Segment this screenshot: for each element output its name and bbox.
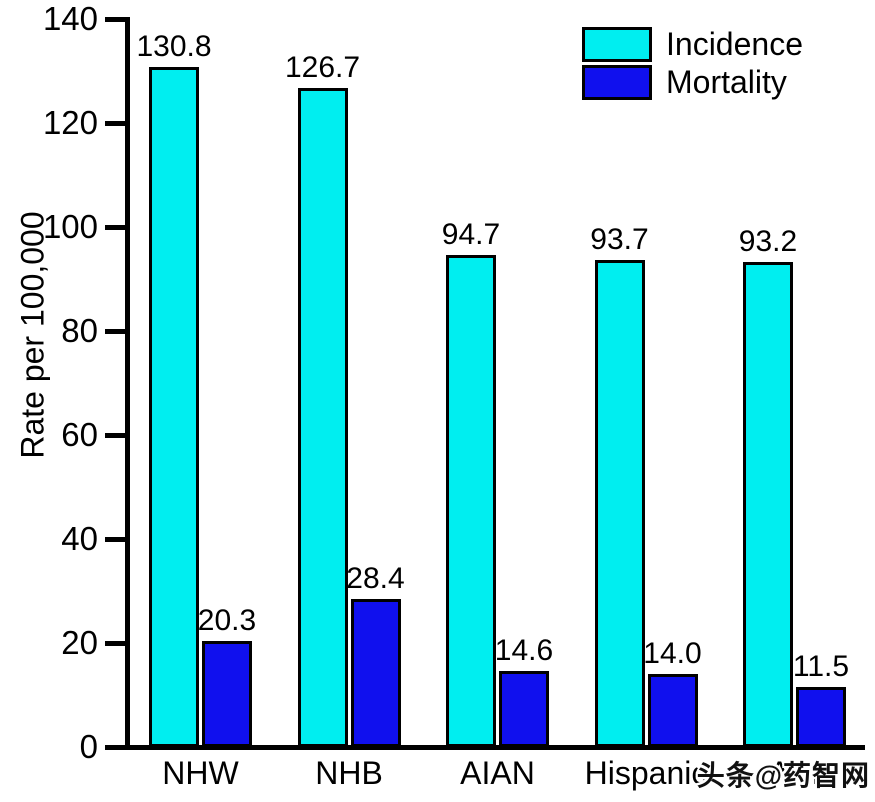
value-label-incidence-hispanic: 93.7 — [590, 222, 649, 256]
y-tick-mark — [105, 536, 125, 542]
bar-mortality-aian — [499, 671, 549, 747]
y-tick-label: 40 — [61, 520, 98, 557]
legend-label-mortality: Mortality — [666, 64, 787, 100]
value-label-mortality-nhw: 20.3 — [197, 604, 257, 638]
y-tick-mark — [105, 640, 125, 646]
y-tick-label: 140 — [42, 0, 98, 37]
y-tick-mark — [105, 16, 125, 22]
bar-incidence-aian — [446, 254, 496, 747]
mortality-swatch-icon — [582, 65, 652, 100]
bar-incidence-nhw — [149, 66, 199, 747]
legend-item-mortality: Mortality — [582, 65, 803, 100]
y-tick-mark — [105, 432, 125, 438]
x-label-nhw: NHW — [162, 755, 239, 791]
bar-mortality-nhw — [202, 641, 252, 747]
y-tick-label: 0 — [79, 728, 98, 765]
legend: Incidence Mortality — [582, 27, 803, 103]
bar-incidence-hispanic — [594, 259, 645, 747]
y-tick-label: 120 — [42, 104, 98, 141]
bar-mortality-nhb — [350, 599, 401, 747]
legend-label-incidence: Incidence — [666, 26, 803, 62]
value-label-mortality-aian: 14.6 — [494, 634, 554, 668]
y-axis-line — [125, 17, 130, 750]
value-label-incidence-aian: 94.7 — [441, 217, 501, 251]
y-tick-mark — [105, 328, 125, 334]
watermark: 头条@药智网 — [696, 760, 870, 791]
y-tick-label: 100 — [42, 208, 98, 245]
bar-mortality-hispanic — [647, 674, 698, 747]
bar-incidence-nhb — [297, 88, 348, 747]
y-tick-mark — [105, 224, 125, 230]
bar-mortality-api — [796, 687, 846, 747]
value-label-mortality-api: 11.5 — [792, 650, 850, 684]
y-tick-label: 80 — [61, 312, 98, 349]
y-tick-label: 60 — [61, 416, 98, 453]
value-label-incidence-api: 93.2 — [738, 225, 798, 259]
y-tick-label: 20 — [61, 624, 98, 661]
legend-item-incidence: Incidence — [582, 27, 803, 62]
bar-incidence-api — [743, 262, 793, 747]
x-label-aian: AIAN — [460, 755, 535, 791]
x-label-hispanic: Hispanic — [584, 755, 708, 791]
x-label-nhb: NHB — [315, 755, 383, 791]
value-label-incidence-nhb: 126.7 — [284, 51, 361, 85]
value-label-incidence-nhw: 130.8 — [136, 29, 212, 63]
x-label-api: API — [768, 755, 821, 791]
x-axis-line — [105, 745, 865, 750]
value-label-mortality-hispanic: 14.0 — [643, 637, 702, 671]
y-tick-mark — [105, 120, 125, 126]
incidence-swatch-icon — [582, 27, 652, 62]
value-label-mortality-nhb: 28.4 — [346, 562, 405, 596]
